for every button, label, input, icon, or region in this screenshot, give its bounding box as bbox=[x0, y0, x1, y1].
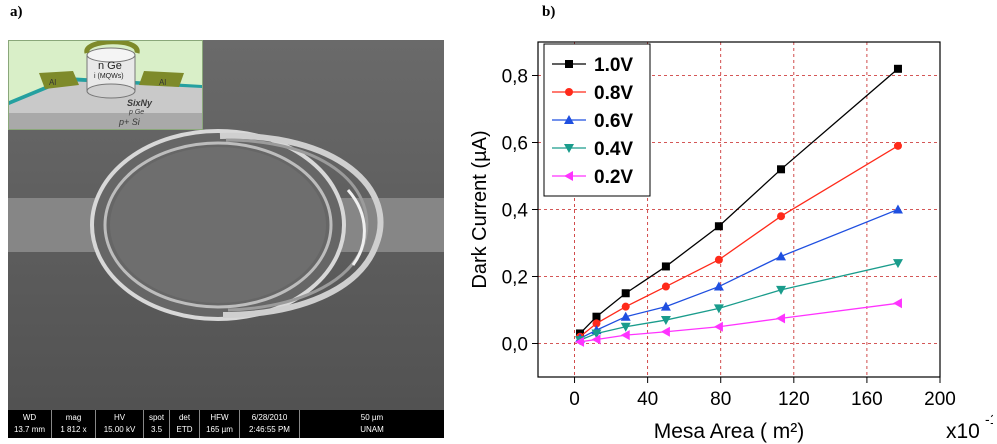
x-tick-label: 160 bbox=[851, 389, 883, 410]
legend-swatch-marker bbox=[565, 88, 573, 96]
x-tick-label: 200 bbox=[924, 389, 956, 410]
y-tick-label: 0,2 bbox=[502, 268, 528, 289]
data-point-0.2V bbox=[591, 334, 601, 345]
inset-label-n-ge: n Ge bbox=[98, 60, 122, 72]
legend-entry: 0.6V bbox=[594, 111, 633, 132]
dark-current-chart: 0 40 80 120 160 200 0,0 0,2 0,4 0,6 0,8 Mesa Area (… bbox=[458, 40, 993, 444]
info-cell-hfw: HFW 165 µm bbox=[200, 410, 240, 438]
info-cell-mag: mag 1 812 x bbox=[52, 410, 96, 438]
info-cell-hv: HV 15.00 kV bbox=[96, 410, 144, 438]
x-tick-label: 120 bbox=[778, 389, 810, 410]
data-point-0.8V bbox=[592, 319, 601, 328]
y-tick-label: 0,8 bbox=[502, 67, 528, 88]
data-point-1.0V bbox=[714, 222, 723, 231]
legend-swatch-marker bbox=[564, 144, 574, 153]
inset-label-sixny: SixNy bbox=[127, 98, 153, 108]
info-cell-wd: WD 13.7 mm bbox=[8, 410, 52, 438]
series-line-0.4V bbox=[579, 262, 899, 341]
panel-b-label: b) bbox=[542, 4, 556, 20]
x-tick-label: 80 bbox=[710, 389, 731, 410]
legend-swatch-marker bbox=[564, 171, 573, 181]
data-point-0.2V bbox=[620, 330, 630, 341]
data-point-1.0V bbox=[592, 312, 601, 321]
data-point-0.8V bbox=[777, 212, 786, 221]
data-point-0.2V bbox=[776, 313, 786, 324]
data-point-0.4V bbox=[620, 322, 631, 332]
data-point-0.6V bbox=[892, 204, 903, 214]
inset-label-mqws: i (MQWs) bbox=[94, 73, 124, 80]
data-point-0.8V bbox=[893, 141, 902, 150]
data-point-0.2V bbox=[892, 298, 902, 309]
data-point-1.0V bbox=[621, 289, 630, 298]
inset-label-p-ge: p Ge bbox=[129, 109, 145, 116]
x-tick-label: 40 bbox=[637, 389, 658, 410]
y-tick-label: 0,6 bbox=[502, 134, 528, 155]
data-point-0.4V bbox=[892, 259, 903, 269]
x-multiplier-exponent: -10 bbox=[985, 411, 993, 427]
data-point-0.4V bbox=[713, 304, 724, 314]
inset-label-al-right: Al bbox=[159, 78, 167, 87]
data-point-0.8V bbox=[714, 255, 723, 264]
info-cell-spot: spot 3.5 bbox=[144, 410, 170, 438]
device-schematic-inset: n Ge i (MQWs) Al Al SixNy p Ge p+ Si bbox=[8, 40, 203, 130]
info-cell-det: det ETD bbox=[170, 410, 200, 438]
legend-entry: 0.8V bbox=[594, 83, 633, 104]
data-point-0.2V bbox=[660, 326, 670, 337]
legend-entry: 1.0V bbox=[594, 55, 633, 76]
scale-bar-label: 50 µm bbox=[360, 413, 384, 422]
legend-entry: 0.2V bbox=[594, 167, 633, 188]
sem-image-art bbox=[8, 40, 444, 438]
data-point-0.4V bbox=[660, 316, 671, 326]
x-multiplier-label: x10 bbox=[946, 420, 980, 443]
y-axis-label: Dark Current (µA) bbox=[469, 130, 491, 288]
info-cell-scalebar: 50 µm UNAM bbox=[300, 410, 444, 438]
ring-contact bbox=[219, 132, 384, 318]
data-point-0.4V bbox=[591, 329, 602, 339]
data-point-0.6V bbox=[713, 281, 724, 291]
y-tick-label: 0,4 bbox=[502, 201, 529, 222]
legend-swatch-marker bbox=[565, 60, 573, 68]
data-point-1.0V bbox=[893, 64, 902, 73]
data-point-0.2V bbox=[575, 336, 585, 347]
data-point-1.0V bbox=[661, 262, 670, 271]
x-axis-label: Mesa Area ( m²) bbox=[654, 420, 805, 443]
legend-entry: 0.4V bbox=[594, 139, 633, 160]
sem-info-bar: WD 13.7 mm mag 1 812 x HV 15.00 kV spot 3.5 … bbox=[8, 410, 444, 438]
info-cell-datetime: 6/28/2010 2:46:55 PM bbox=[240, 410, 300, 438]
panel-a-label: a) bbox=[10, 4, 23, 20]
x-tick-label: 0 bbox=[569, 389, 580, 410]
data-point-0.8V bbox=[661, 282, 670, 291]
y-tick-label: 0,0 bbox=[502, 335, 528, 356]
data-point-1.0V bbox=[777, 165, 786, 174]
data-point-0.6V bbox=[660, 301, 671, 311]
data-point-0.2V bbox=[713, 321, 723, 332]
inset-label-al-left: Al bbox=[49, 78, 57, 87]
data-point-0.6V bbox=[620, 311, 631, 321]
legend-swatch-marker bbox=[564, 115, 574, 124]
sem-micrograph: n Ge i (MQWs) Al Al SixNy p Ge p+ Si bbox=[8, 40, 444, 438]
data-point-0.8V bbox=[621, 302, 630, 311]
data-point-0.4V bbox=[776, 285, 787, 295]
chart-svg: 0 40 80 120 160 200 0,0 0,2 0,4 0,6 0,8 Mesa Area (… bbox=[469, 41, 993, 443]
inset-label-p-si: p+ Si bbox=[119, 117, 140, 127]
data-point-0.6V bbox=[776, 251, 787, 261]
